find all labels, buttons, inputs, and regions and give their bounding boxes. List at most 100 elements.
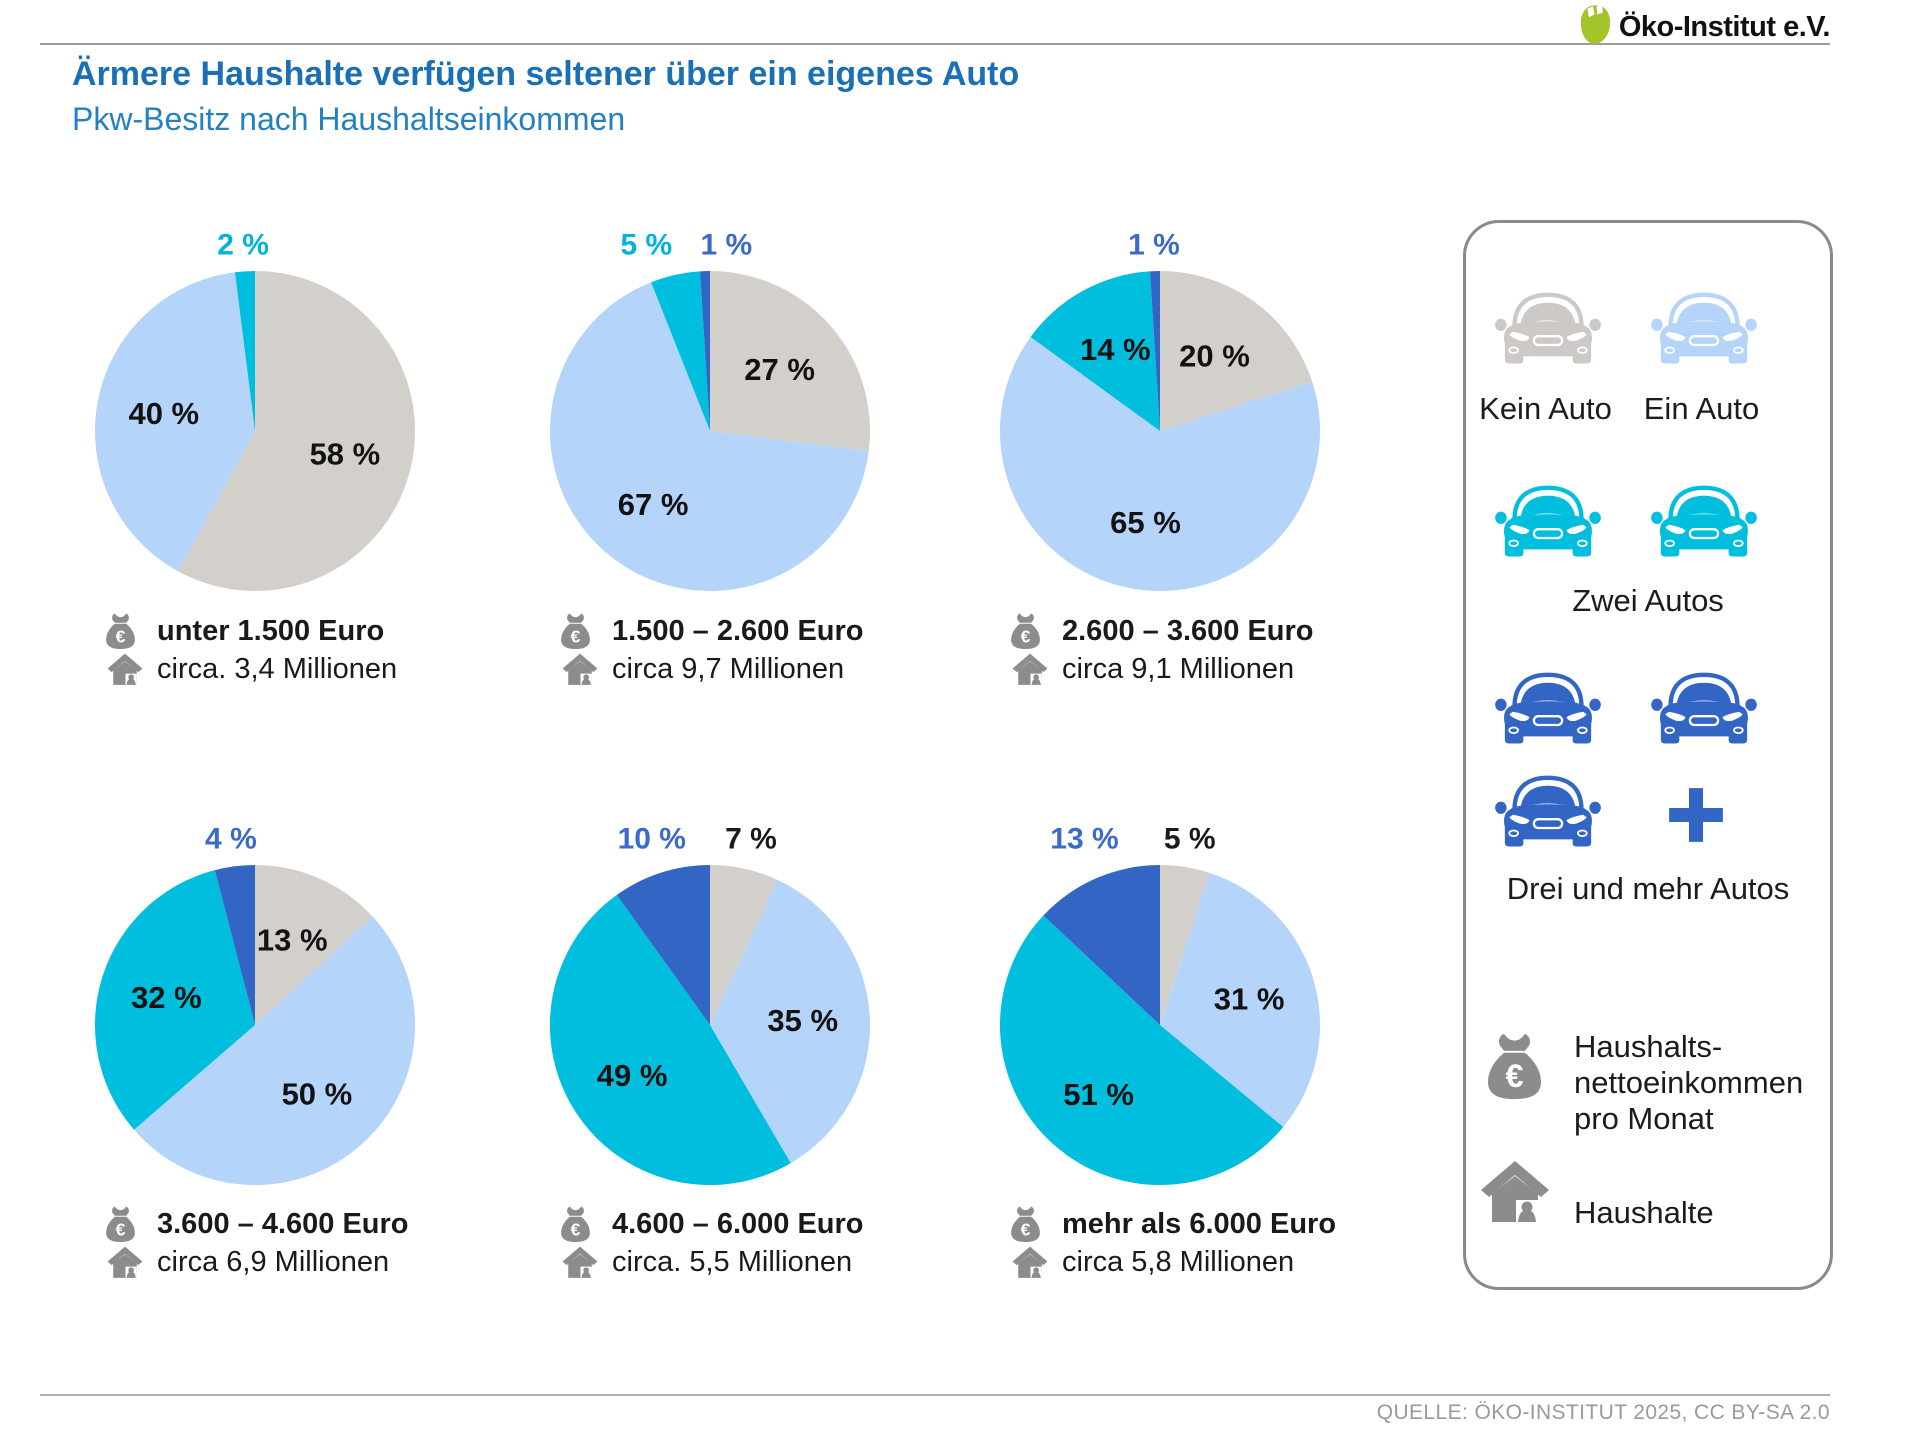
pie-chart-3: 20 % 65 % 14 % 1 %: [999, 229, 1320, 591]
pie-slice-label: 50 %: [282, 1077, 353, 1112]
pie-slice-Ein Auto: [94, 272, 255, 572]
pie-caption-2: € 1.500 – 2.600 Euro circa 9,7 Millionen: [560, 612, 920, 688]
pie-caption-5: € 4.600 – 6.000 Euro circa. 5,5 Millione…: [560, 1205, 920, 1281]
car-icon-kein-auto: [1495, 286, 1601, 372]
legend-label-haushalte: Haushalte: [1574, 1195, 1714, 1230]
income-range-label: 3.600 – 4.600 Euro: [157, 1207, 409, 1240]
pie-slice-label: 65 %: [1110, 505, 1181, 540]
house-icon: [560, 1245, 612, 1279]
pie-caption-3: € 2.600 – 3.600 Euro circa 9,1 Millionen: [1010, 612, 1370, 688]
car-icon-ein-auto: [1651, 286, 1757, 372]
pie-caption-6: € mehr als 6.000 Euro circa 5,8 Millione…: [1010, 1205, 1370, 1281]
pie-slice-label: 27 %: [744, 352, 815, 387]
page-subtitle: Pkw-Besitz nach Haushaltseinkommen: [72, 101, 626, 137]
svg-text:€: €: [116, 626, 126, 646]
pie-slice-Kein Auto: [1160, 271, 1313, 431]
money-bag-icon: €: [1486, 1031, 1543, 1106]
pie-slice-Ein Auto: [999, 336, 1320, 591]
pie-caption-4: € 3.600 – 4.600 Euro circa 6,9 Millionen: [105, 1205, 465, 1281]
car-icon-drei-autos: [1651, 666, 1757, 752]
car-icon-zwei-autos: [1651, 479, 1757, 565]
pie-slice-label: 40 %: [128, 396, 199, 431]
households-count-label: circa 6,9 Millionen: [157, 1245, 390, 1278]
pie-chart-5: 35 % 49 % 10 % 7 %: [549, 823, 871, 1186]
car-icon-drei-autos: [1495, 666, 1601, 752]
pie-slice-Zwei Autos: [999, 915, 1284, 1186]
header-divider: [40, 43, 1830, 45]
pie-slice-label: 32 %: [131, 980, 202, 1015]
pie-outside-label: 1 %: [1128, 229, 1180, 262]
pie-slice-Zwei Autos: [95, 870, 255, 1130]
car-icon-drei-autos: [1495, 769, 1601, 855]
oeko-institut-logo-icon: [1579, 4, 1612, 50]
svg-text:€: €: [1506, 1058, 1524, 1094]
pie-slice-Kein Auto: [710, 865, 778, 1025]
source-credit: QUELLE: ÖKO-INSTITUT 2025, CC BY-SA 2.0: [1376, 1401, 1830, 1424]
pie-slice-label: 20 %: [1179, 338, 1250, 373]
pie-slice-label: 49 %: [597, 1058, 668, 1093]
pie-slice-label: 67 %: [618, 487, 689, 522]
legend-label-zwei-autos: Zwei Autos: [1572, 583, 1724, 618]
pie-slice-Zwei Autos: [234, 271, 255, 431]
money-bag-icon: €: [105, 612, 157, 650]
pie-slice-label: 58 %: [310, 437, 381, 472]
house-icon: [105, 1245, 157, 1279]
plus-icon: [1664, 783, 1728, 852]
pie-slice-label: 14 %: [1080, 332, 1151, 367]
legend-income-description: Haushalts- nettoeinkommen pro Monat: [1574, 1029, 1804, 1136]
pie-slice-Ein Auto: [1160, 872, 1320, 1127]
households-count-label: circa 9,7 Millionen: [612, 652, 845, 685]
pie-slice-Ein Auto: [710, 879, 871, 1164]
pie-caption-1: € unter 1.500 Euro circa. 3,4 Millionen: [105, 612, 465, 688]
income-range-label: 1.500 – 2.600 Euro: [612, 614, 864, 647]
income-range-label: unter 1.500 Euro: [157, 614, 385, 647]
pie-chart-4: 13 % 50 % 32 % 4 %: [95, 823, 416, 1186]
pie-slice-Zwei Autos: [549, 894, 791, 1186]
pie-outside-label: 13 %: [1050, 823, 1118, 856]
money-bag-icon: €: [560, 1205, 612, 1243]
pie-outside-label: 1 %: [700, 229, 752, 262]
households-count-label: circa 5,8 Millionen: [1062, 1245, 1295, 1278]
pie-slice-Ein Auto: [134, 916, 416, 1186]
footer-divider: [40, 1394, 1830, 1396]
pie-outside-label: 5 %: [620, 229, 672, 262]
pie-slice-Drei und mehr Autos: [699, 271, 710, 431]
house-icon: [1476, 1158, 1554, 1229]
pie-outside-label: 10 %: [618, 823, 686, 856]
svg-text:€: €: [1021, 626, 1031, 646]
pie-slice-Drei und mehr Autos: [1043, 865, 1160, 1025]
car-icon-zwei-autos: [1495, 479, 1601, 565]
income-range-label: 2.600 – 3.600 Euro: [1062, 614, 1314, 647]
legend-panel: Kein Auto Ein Auto Zwei Autos: [1463, 220, 1833, 1290]
pie-chart-2: 27 % 67 % 5 % 1 %: [550, 229, 871, 592]
legend-label-kein-auto: Kein Auto: [1479, 391, 1612, 426]
pie-slice-Drei und mehr Autos: [1149, 271, 1160, 431]
pie-slice-Drei und mehr Autos: [214, 865, 255, 1025]
svg-text:€: €: [571, 1219, 581, 1239]
money-bag-icon: €: [560, 612, 612, 650]
pie-slice-Kein Auto: [710, 271, 871, 452]
money-bag-icon: €: [1010, 612, 1062, 650]
pie-slice-Kein Auto: [255, 865, 373, 1025]
pie-outside-label: 2 %: [217, 229, 269, 262]
pie-slice-label: 51 %: [1063, 1077, 1134, 1112]
pie-slice-Ein Auto: [550, 282, 869, 592]
svg-text:€: €: [571, 626, 581, 646]
legend-label-ein-auto: Ein Auto: [1643, 391, 1760, 426]
house-icon: [105, 652, 157, 686]
pie-slice-label: 35 %: [767, 1003, 838, 1038]
house-icon: [560, 652, 612, 686]
pie-outside-label: 4 %: [205, 823, 257, 856]
households-count-label: circa. 5,5 Millionen: [612, 1245, 853, 1278]
money-bag-icon: €: [105, 1205, 157, 1243]
house-icon: [1010, 652, 1062, 686]
legend-label-drei-autos: Drei und mehr Autos: [1506, 871, 1790, 906]
pie-slice-Zwei Autos: [1030, 271, 1160, 431]
pie-slice-label: 13 %: [257, 923, 328, 958]
pie-slice-Zwei Autos: [651, 271, 710, 431]
pie-outside-label: 5 %: [1164, 823, 1216, 856]
income-range-label: 4.600 – 6.000 Euro: [612, 1207, 864, 1240]
pie-chart-1: 58 % 40 % 2 %: [94, 229, 415, 591]
house-icon: [1010, 1245, 1062, 1279]
